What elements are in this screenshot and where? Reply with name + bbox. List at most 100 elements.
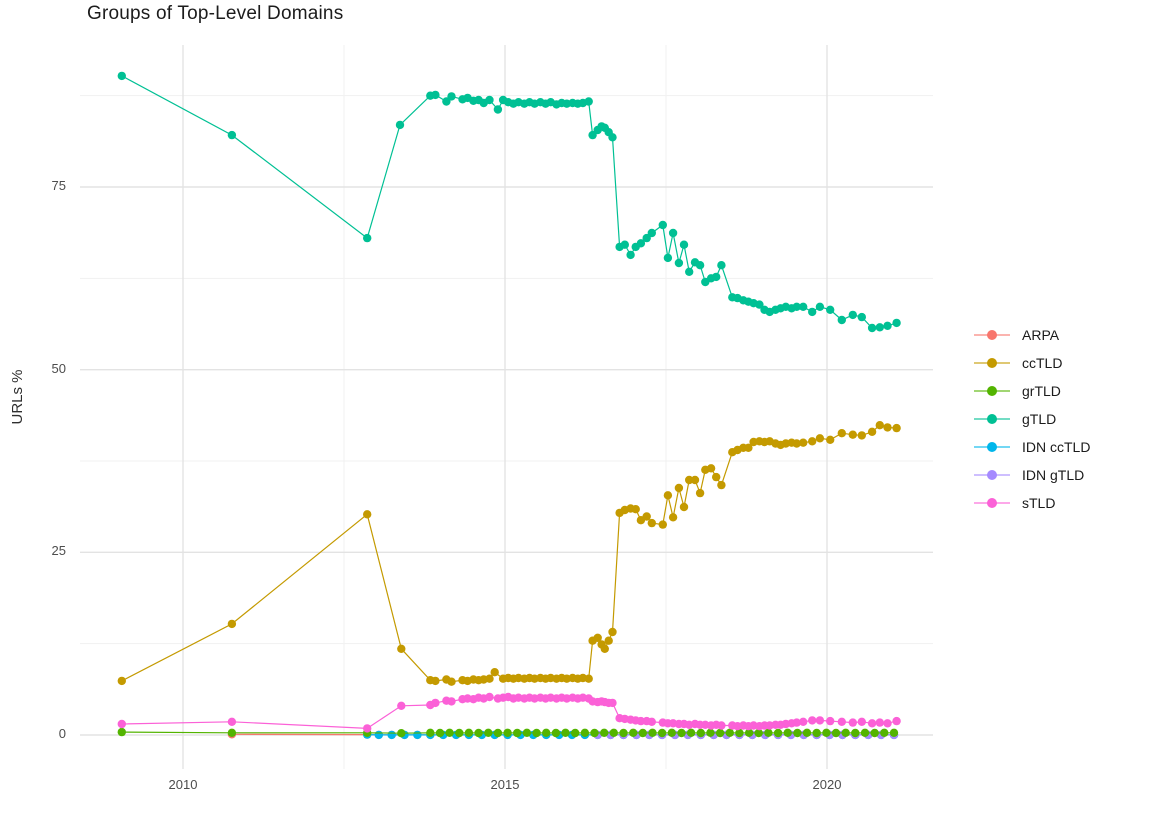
data-point-gtld: [442, 97, 451, 106]
data-point-grtld: [503, 728, 512, 737]
data-point-grtld: [802, 728, 812, 737]
data-point-gtld: [620, 240, 629, 249]
data-point-gtld: [647, 228, 656, 238]
x-tick-2010: 2010: [168, 777, 198, 792]
data-point-stld: [431, 698, 440, 708]
data-point-stld: [867, 719, 877, 728]
data-point-gtld: [668, 228, 678, 238]
legend-item-arpa: ARPA: [974, 321, 1154, 349]
series-gtld: [117, 71, 901, 333]
data-point-cctld: [608, 627, 617, 637]
data-point-stld: [857, 717, 866, 726]
data-point-gtld: [485, 95, 494, 105]
plot-area: [80, 45, 933, 769]
data-point-stld: [363, 724, 372, 733]
data-point-cctld: [679, 502, 689, 512]
data-point-gtld: [867, 323, 877, 333]
data-point-gtld: [584, 97, 593, 106]
legend-label-arpa: ARPA: [1022, 327, 1060, 343]
data-point-gtld: [815, 302, 825, 311]
legend-key-gtld-icon: [974, 412, 1010, 426]
data-point-grtld: [542, 728, 551, 737]
data-point-grtld: [822, 728, 831, 737]
legend-key-cctld-icon: [974, 356, 1010, 370]
data-point-grtld: [619, 728, 628, 738]
data-point-gtld: [431, 90, 440, 100]
series-stld: [117, 692, 901, 733]
data-point-gtld: [792, 302, 801, 311]
data-point-cctld: [706, 464, 716, 473]
data-point-stld: [892, 716, 901, 726]
y-tick-50: 50: [51, 361, 66, 376]
data-point-gtld: [363, 233, 372, 243]
data-point-grtld: [445, 728, 454, 737]
data-point-grtld: [600, 728, 609, 737]
legend-key-arpa-icon: [974, 328, 1010, 342]
data-point-gtld: [695, 261, 705, 270]
data-point-grtld: [609, 728, 618, 737]
data-point-stld: [485, 692, 494, 702]
data-point-stld: [608, 698, 617, 708]
data-point-cctld: [837, 429, 846, 438]
data-point-grtld: [117, 727, 126, 737]
data-point-grtld: [522, 728, 532, 737]
data-point-grtld: [686, 728, 696, 737]
series-cctld: [117, 421, 901, 686]
data-point-cctld: [604, 636, 613, 645]
data-point-gtld: [588, 130, 597, 140]
data-point-cctld: [815, 434, 825, 443]
data-point-grtld: [696, 728, 705, 738]
data-point-idn-cctld: [387, 730, 396, 740]
data-point-cctld: [397, 644, 406, 653]
legend-label-stld: sTLD: [1022, 495, 1056, 511]
data-point-cctld: [799, 438, 808, 447]
data-point-cctld: [674, 483, 684, 493]
data-point-cctld: [857, 431, 866, 440]
data-point-cctld: [892, 423, 901, 433]
data-point-cctld: [717, 480, 726, 490]
legend-label-idn-cctld: IDN ccTLD: [1022, 439, 1091, 455]
data-point-grtld: [638, 728, 647, 738]
data-point-gtld: [642, 233, 651, 243]
data-point-grtld: [657, 728, 667, 738]
x-tick-2015: 2015: [490, 777, 520, 792]
data-point-grtld: [860, 728, 870, 737]
legend-label-grtld: grTLD: [1022, 383, 1061, 399]
data-point-grtld: [551, 728, 561, 738]
legend-key-grtld-icon: [974, 384, 1010, 398]
data-point-gtld: [892, 318, 901, 328]
y-tick-0: 0: [58, 726, 66, 741]
data-point-grtld: [715, 728, 725, 738]
data-point-cctld: [668, 513, 678, 522]
data-point-gtld: [883, 321, 892, 330]
data-point-grtld: [667, 728, 676, 737]
legend-item-idn-cctld: IDN ccTLD: [974, 433, 1154, 461]
data-point-stld: [117, 719, 126, 729]
data-point-gtld: [857, 312, 866, 322]
data-point-cctld: [642, 512, 651, 521]
data-point-gtld: [685, 267, 694, 276]
legend-label-idn-gtld: IDN gTLD: [1022, 467, 1085, 483]
data-point-gtld: [875, 323, 884, 332]
data-point-stld: [808, 716, 817, 725]
data-point-cctld: [712, 472, 721, 482]
data-point-cctld: [631, 505, 640, 514]
data-point-gtld: [626, 250, 635, 260]
data-point-grtld: [677, 728, 686, 738]
data-point-grtld: [783, 728, 792, 737]
data-point-grtld: [870, 728, 879, 738]
data-point-cctld: [744, 443, 753, 452]
data-point-cctld: [685, 475, 694, 485]
data-point-grtld: [590, 728, 599, 738]
data-point-cctld: [363, 510, 372, 519]
legend-label-gtld: gTLD: [1022, 411, 1057, 427]
x-tick-2020: 2020: [812, 777, 842, 792]
data-point-grtld: [580, 728, 590, 737]
legend-item-stld: sTLD: [974, 489, 1154, 517]
legend-key-stld-icon: [974, 496, 1010, 510]
data-point-stld: [848, 718, 857, 727]
data-point-gtld: [826, 305, 835, 314]
data-point-idn-cctld: [413, 730, 422, 740]
data-point-grtld: [455, 728, 464, 738]
data-point-gtld: [395, 120, 405, 130]
